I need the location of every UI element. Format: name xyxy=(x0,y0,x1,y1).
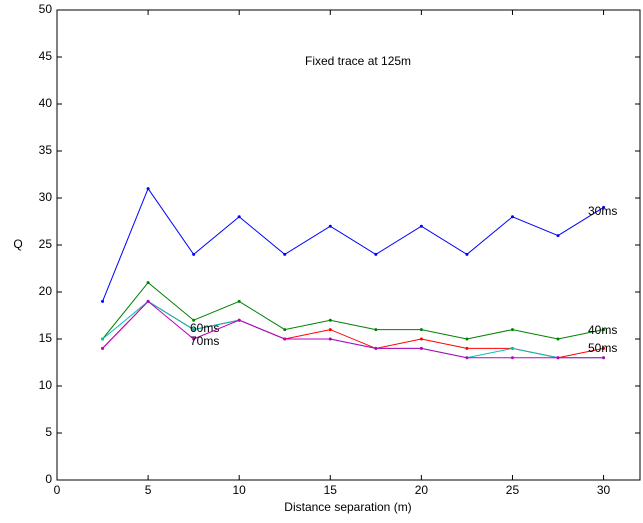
point xyxy=(465,356,469,360)
y-tick-label: 5 xyxy=(45,425,52,439)
point xyxy=(283,252,287,256)
point xyxy=(465,252,469,256)
point xyxy=(283,328,287,332)
point xyxy=(510,356,514,360)
series-line xyxy=(102,187,604,302)
point xyxy=(602,346,606,350)
x-tick-label: 10 xyxy=(233,483,247,497)
y-tick-label: 50 xyxy=(39,2,53,16)
point xyxy=(374,252,378,256)
y-tick-label: 45 xyxy=(39,49,53,63)
x-tick-label: 5 xyxy=(145,483,152,497)
y-axis-label: Q xyxy=(13,237,22,251)
point xyxy=(192,318,196,322)
point xyxy=(146,299,150,303)
point xyxy=(192,328,196,332)
point xyxy=(556,356,560,360)
point xyxy=(101,299,105,303)
x-tick-label: 20 xyxy=(415,483,429,497)
x-tick-label: 15 xyxy=(324,483,338,497)
y-tick-label: 25 xyxy=(39,237,53,251)
point xyxy=(510,346,514,350)
point xyxy=(602,328,606,332)
point xyxy=(192,337,196,341)
point xyxy=(146,187,150,191)
x-tick-label: 0 xyxy=(54,483,61,497)
point xyxy=(556,234,560,238)
point xyxy=(101,346,105,350)
annotation: Fixed trace at 125m xyxy=(305,54,411,68)
point xyxy=(556,337,560,341)
point xyxy=(374,328,378,332)
point xyxy=(419,346,423,350)
y-tick-label: 20 xyxy=(39,284,53,298)
y-tick-label: 0 xyxy=(45,472,52,486)
y-tick-label: 10 xyxy=(39,378,53,392)
point xyxy=(419,328,423,332)
point xyxy=(146,281,150,285)
series-label: 30ms xyxy=(588,204,617,218)
x-tick-label: 30 xyxy=(597,483,611,497)
point xyxy=(328,328,332,332)
point xyxy=(101,337,105,341)
y-tick-label: 15 xyxy=(39,331,53,345)
point xyxy=(328,337,332,341)
y-tick-label: 30 xyxy=(39,190,53,204)
point xyxy=(237,299,241,303)
series-label: 70ms xyxy=(190,334,219,348)
point xyxy=(283,337,287,341)
x-axis-label: Distance separation (m) xyxy=(284,500,411,514)
y-tick-label: 40 xyxy=(39,96,53,110)
point xyxy=(374,346,378,350)
point xyxy=(510,215,514,219)
point xyxy=(419,224,423,228)
series-label: 40ms xyxy=(588,323,617,337)
point xyxy=(419,337,423,341)
series-line xyxy=(102,281,604,340)
y-tick-label: 35 xyxy=(39,143,53,157)
series-line xyxy=(102,300,604,359)
point xyxy=(192,252,196,256)
series-label: 50ms xyxy=(588,341,617,355)
plot-frame xyxy=(56,9,641,481)
point xyxy=(602,356,606,360)
point xyxy=(237,215,241,219)
point xyxy=(328,224,332,228)
point xyxy=(328,318,332,322)
point xyxy=(602,205,606,209)
point xyxy=(237,318,241,322)
x-tick-label: 25 xyxy=(506,483,520,497)
point xyxy=(465,346,469,350)
point xyxy=(510,328,514,332)
series-label: 60ms xyxy=(190,321,219,335)
point xyxy=(465,337,469,341)
